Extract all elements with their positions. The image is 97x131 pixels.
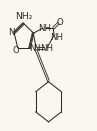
Text: O: O <box>13 46 20 55</box>
Text: N: N <box>29 44 35 53</box>
Text: N: N <box>8 28 14 37</box>
Text: NH₂: NH₂ <box>15 12 33 21</box>
Text: NH: NH <box>40 44 53 53</box>
Text: O: O <box>56 18 63 27</box>
Text: N: N <box>33 44 40 53</box>
Text: NH: NH <box>50 33 63 42</box>
Text: NH: NH <box>38 24 51 33</box>
